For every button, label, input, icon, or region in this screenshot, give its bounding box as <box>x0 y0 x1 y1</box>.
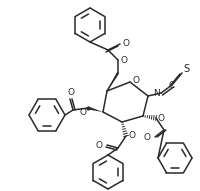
Text: O: O <box>128 131 135 141</box>
Polygon shape <box>87 107 102 112</box>
Text: N: N <box>152 88 159 97</box>
Text: O: O <box>120 56 127 65</box>
Text: O: O <box>96 141 102 150</box>
Text: O: O <box>143 133 150 142</box>
Text: O: O <box>122 39 129 48</box>
Text: O: O <box>80 108 87 117</box>
Text: C: C <box>168 80 174 90</box>
Text: S: S <box>182 64 188 74</box>
Text: O: O <box>157 113 164 122</box>
Text: O: O <box>132 75 139 84</box>
Text: O: O <box>67 88 74 97</box>
Polygon shape <box>106 72 118 91</box>
